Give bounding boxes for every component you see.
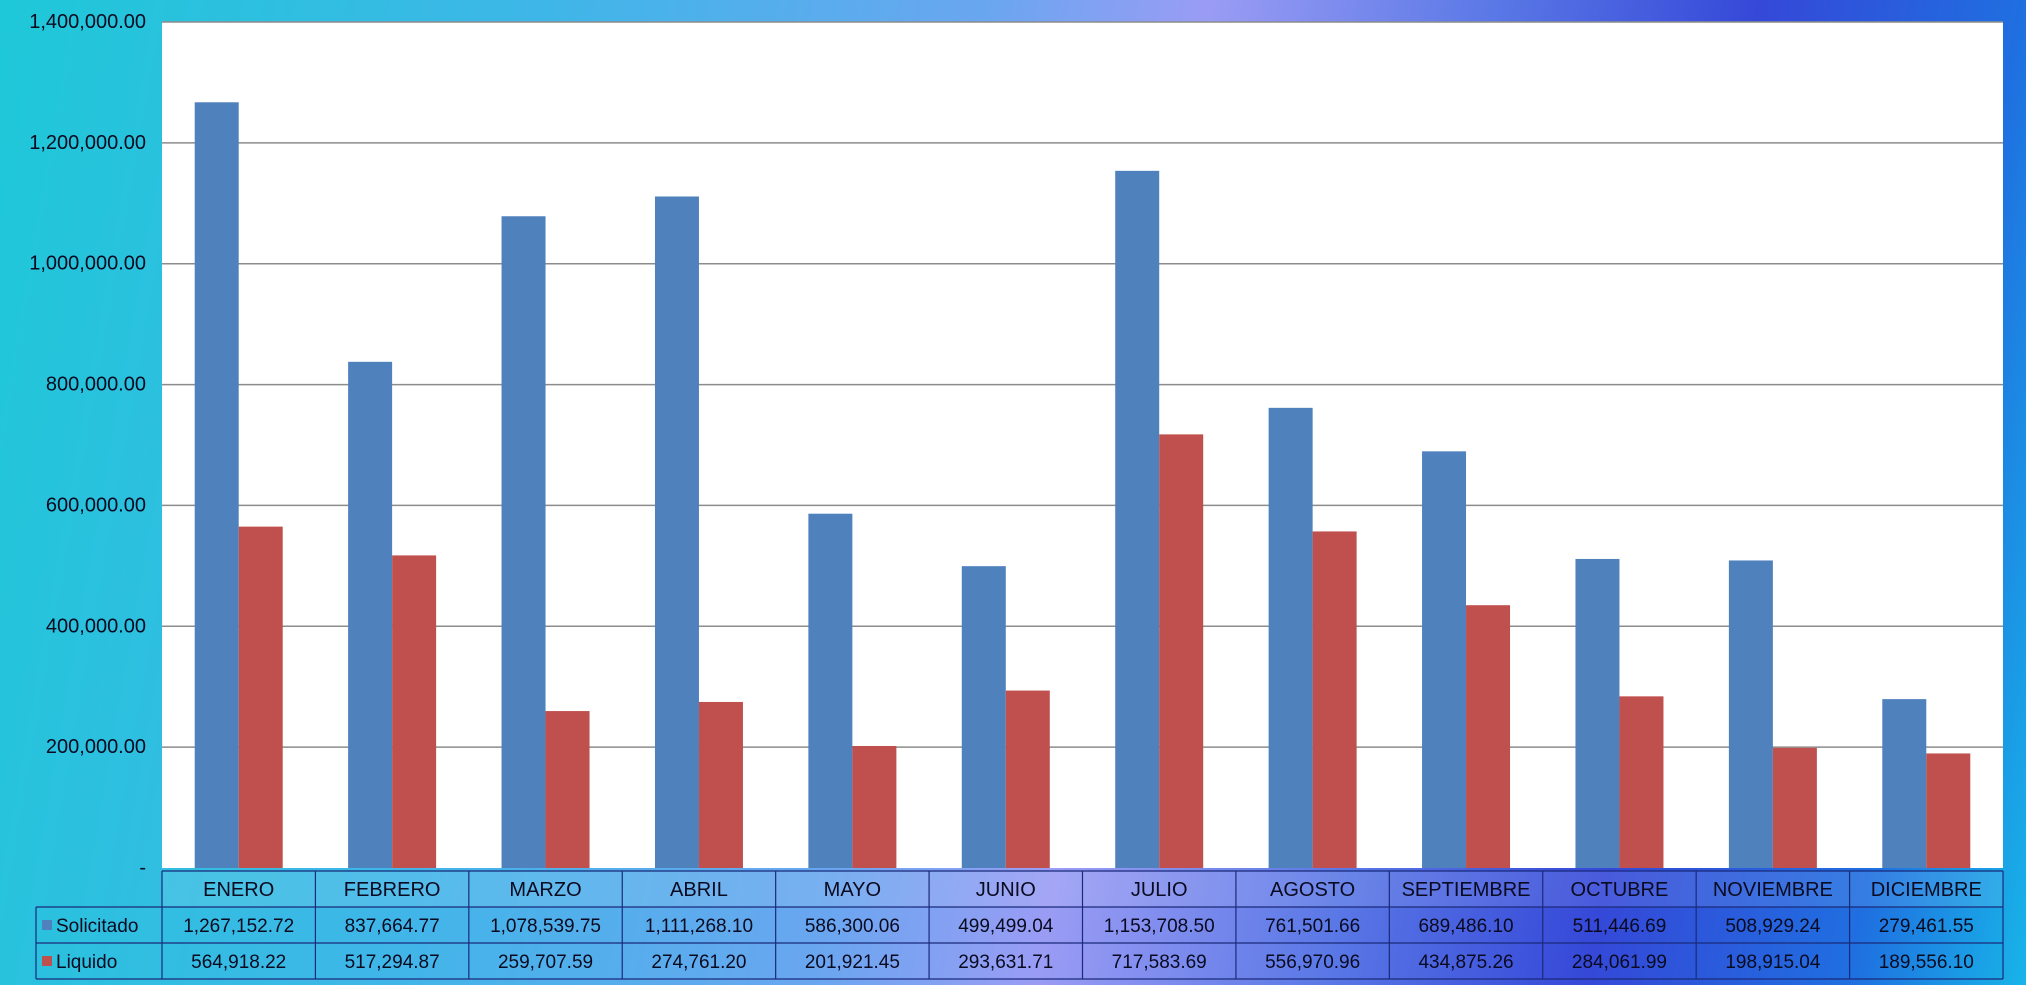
bar-liquido xyxy=(1926,753,1971,868)
bar-liquido xyxy=(392,555,437,868)
category-label: MAYO xyxy=(824,879,881,901)
data-label: 508,929.24 xyxy=(1725,916,1821,937)
data-label: 556,970.96 xyxy=(1265,952,1360,973)
bar-solicitado xyxy=(1882,699,1927,868)
data-label: 293,631.71 xyxy=(958,952,1053,973)
bar-liquido xyxy=(1772,747,1817,868)
bar-liquido xyxy=(1466,605,1511,868)
bar-solicitado xyxy=(194,102,239,868)
bar-liquido xyxy=(1005,690,1050,868)
data-label: 201,921.45 xyxy=(805,952,900,973)
y-tick-label: 1,400,000.00 xyxy=(29,11,146,33)
category-label: ENERO xyxy=(203,879,274,901)
bar-solicitado xyxy=(348,361,393,868)
data-label: 279,461.55 xyxy=(1879,916,1974,937)
series-label: Solicitado xyxy=(56,916,138,937)
data-label: 837,664.77 xyxy=(345,916,440,937)
data-label: 564,918.22 xyxy=(191,952,286,973)
category-label: JUNIO xyxy=(976,879,1036,901)
data-label: 499,499.04 xyxy=(958,916,1054,937)
bar-solicitado xyxy=(1728,560,1773,868)
y-tick-label: - xyxy=(139,857,146,879)
plot-area xyxy=(162,22,2003,868)
category-label: MARZO xyxy=(509,879,581,901)
data-label: 1,111,268.10 xyxy=(645,916,753,937)
data-label: 586,300.06 xyxy=(805,916,900,937)
bar-solicitado xyxy=(1115,170,1160,868)
bar-solicitado xyxy=(1422,451,1467,868)
y-tick-label: 600,000.00 xyxy=(46,494,146,516)
category-label: JULIO xyxy=(1131,879,1188,901)
y-tick-label: 800,000.00 xyxy=(46,374,146,396)
y-tick-label: 200,000.00 xyxy=(46,736,146,758)
legend-key-liquido xyxy=(42,956,52,966)
data-label: 189,556.10 xyxy=(1879,952,1974,973)
data-label: 259,707.59 xyxy=(498,952,593,973)
bar-liquido xyxy=(1619,696,1664,868)
data-label: 198,915.04 xyxy=(1725,952,1821,973)
category-label: AGOSTO xyxy=(1270,879,1355,901)
bar-liquido xyxy=(1159,434,1204,868)
bar-solicitado xyxy=(808,513,853,868)
bar-solicitado xyxy=(654,196,699,868)
data-label: 761,501.66 xyxy=(1265,916,1360,937)
data-label: 1,153,708.50 xyxy=(1104,916,1215,937)
data-label: 511,446.69 xyxy=(1573,916,1667,937)
bar-liquido xyxy=(1312,531,1357,868)
data-label: 274,761.20 xyxy=(651,952,746,973)
category-label: ABRIL xyxy=(670,879,728,901)
bar-liquido xyxy=(545,711,590,868)
bar-solicitado xyxy=(1268,407,1313,868)
y-tick-label: 1,200,000.00 xyxy=(29,132,146,154)
data-label: 1,267,152.72 xyxy=(183,916,294,937)
series-label: Liquido xyxy=(56,952,117,973)
category-label: FEBRERO xyxy=(344,879,441,901)
data-label: 517,294.87 xyxy=(345,952,440,973)
data-label: 1,078,539.75 xyxy=(490,916,601,937)
category-label: DICIEMBRE xyxy=(1871,879,1982,901)
bar-solicitado xyxy=(961,566,1006,868)
data-label: 717,583.69 xyxy=(1112,952,1207,973)
data-label: 689,486.10 xyxy=(1418,916,1513,937)
y-tick-label: 400,000.00 xyxy=(46,615,146,637)
bar-liquido xyxy=(238,526,283,868)
bar-liquido xyxy=(698,701,743,868)
data-label: 284,061.99 xyxy=(1572,952,1667,973)
bar-liquido xyxy=(852,745,897,868)
category-label: SEPTIEMBRE xyxy=(1402,879,1531,901)
data-label: 434,875.26 xyxy=(1418,952,1513,973)
category-label: NOVIEMBRE xyxy=(1713,879,1833,901)
bar-solicitado xyxy=(501,216,546,868)
y-tick-label: 1,000,000.00 xyxy=(29,253,146,275)
legend-key-solicitado xyxy=(42,920,52,930)
bar-solicitado xyxy=(1575,558,1620,868)
category-label: OCTUBRE xyxy=(1571,879,1669,901)
